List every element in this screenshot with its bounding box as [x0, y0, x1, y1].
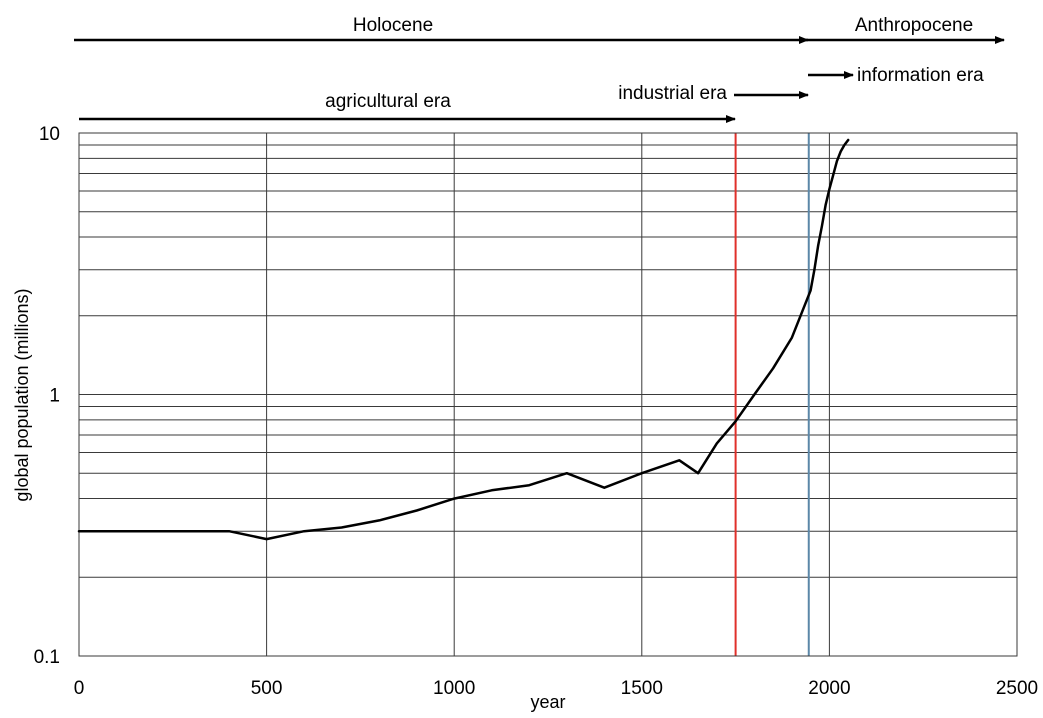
series-layer: [77, 138, 850, 541]
y-axis-title: global population (millions): [12, 288, 32, 501]
era-label: information era: [857, 65, 984, 86]
x-axis-title: year: [530, 692, 565, 712]
x-tick-label: 1500: [621, 678, 663, 699]
era-label: Anthropocene: [855, 15, 973, 36]
era-label: Holocene: [353, 15, 433, 36]
x-tick-label: 1000: [433, 678, 475, 699]
y-tick-label: 0.1: [34, 647, 60, 668]
era-annotations: Holocene Anthropocene agricultural era indu…: [74, 15, 1005, 123]
population-line: [77, 138, 850, 541]
reference-lines: [734, 133, 810, 656]
x-tick-label: 500: [251, 678, 283, 699]
x-tick-label: 0: [74, 678, 85, 699]
x-tick-label: 2500: [996, 678, 1038, 699]
plot-border: [78, 132, 1018, 657]
plot-area-border: [78, 132, 1018, 657]
era-label: agricultural era: [325, 91, 451, 112]
y-tick-label: 10: [39, 124, 60, 145]
x-tick-label: 2000: [808, 678, 850, 699]
grid: [78, 133, 1018, 657]
y-tick-label: 1: [49, 386, 60, 407]
tick-labels: 0 500 1000 1500 2000 2500 0.1 1 10: [34, 124, 1039, 699]
era-label: industrial era: [618, 83, 727, 104]
